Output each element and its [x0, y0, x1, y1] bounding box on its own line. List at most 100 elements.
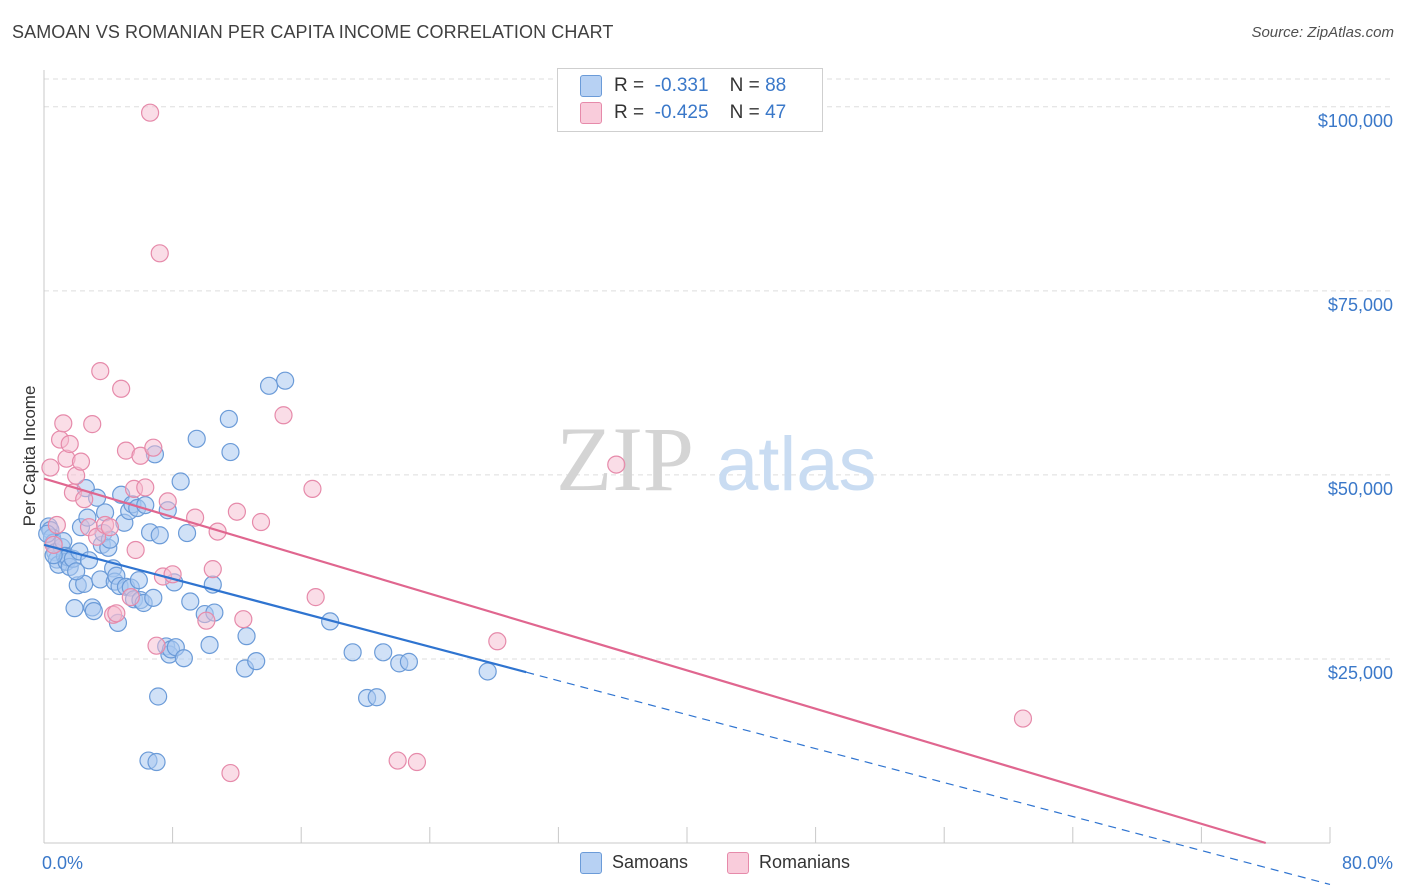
romanian-point — [234, 610, 253, 629]
samoan-point — [147, 752, 166, 772]
samoan-point — [150, 526, 169, 545]
romanian-point — [158, 492, 177, 511]
y-tick-label: $25,000 — [1328, 663, 1393, 683]
samoan-point — [221, 442, 240, 462]
legend-r-label: R = — [614, 102, 645, 124]
samoan-point — [478, 662, 497, 681]
samoan-point — [174, 649, 193, 668]
romanian-point — [221, 763, 240, 783]
samoan-point — [276, 371, 295, 390]
bottom-legend-label-samoans: Samoans — [612, 852, 689, 872]
romanian-point — [71, 452, 91, 471]
samoan-point — [84, 601, 103, 621]
romanian-point — [131, 446, 150, 465]
legend-swatch-romanians — [580, 102, 602, 124]
romanian-point — [203, 560, 222, 579]
romanians-trend-line — [43, 477, 1267, 845]
axes — [43, 70, 1331, 844]
legend-r-label: R = — [614, 75, 645, 97]
romanian-point — [274, 406, 293, 425]
chart-title: SAMOAN VS ROMANIAN PER CAPITA INCOME COR… — [12, 22, 614, 42]
samoan-point — [144, 588, 163, 607]
tick-labels: $25,000 $50,000 $75,000 $100,000 0.0% 80.0% — [42, 111, 1393, 873]
romanian-point — [197, 611, 216, 630]
trend-lines — [43, 477, 1331, 886]
romanian-point — [83, 415, 102, 434]
legend-row-samoans: R = -0.331 N = 88 — [580, 75, 786, 97]
y-axis-label: Per Capita Income — [20, 386, 39, 527]
romanian-point — [112, 379, 131, 398]
romanian-point — [488, 632, 507, 651]
samoan-point — [181, 592, 200, 611]
watermark-zip: ZIP — [556, 408, 694, 510]
legend-n-value: 47 — [765, 102, 787, 124]
romanian-point — [388, 751, 407, 770]
series-romanians — [41, 103, 1033, 783]
y-tick-label: $100,000 — [1318, 111, 1393, 131]
romanian-point — [306, 588, 325, 607]
legend-n-value: 88 — [765, 75, 787, 97]
samoan-point — [171, 472, 190, 491]
romanian-point — [1013, 709, 1033, 728]
samoan-point — [67, 562, 86, 581]
samoan-point — [200, 635, 219, 655]
romanian-point — [41, 458, 60, 477]
bottom-legend-swatch-samoans — [580, 852, 602, 875]
y-tick-label: $50,000 — [1328, 479, 1393, 499]
romanian-point — [47, 515, 66, 535]
samoan-point — [367, 688, 386, 707]
x-tick-label-max: 80.0% — [1342, 853, 1393, 873]
samoan-point — [149, 687, 168, 706]
correlation-legend: R = -0.331 N = 88 R = -0.425 N = 47 — [557, 68, 823, 132]
romanian-point — [54, 414, 73, 433]
samoan-point — [259, 376, 279, 395]
legend-n-label: N = — [729, 102, 760, 124]
romanian-point — [303, 479, 322, 498]
romanian-point — [150, 244, 169, 263]
romanian-point — [251, 512, 271, 532]
samoan-point — [187, 429, 206, 448]
samoans-trend-line — [43, 543, 527, 674]
romanian-point — [100, 518, 120, 537]
samoan-point — [237, 627, 256, 646]
bottom-legend-label-romanians: Romanians — [759, 852, 851, 872]
romanian-point — [144, 438, 163, 457]
bottom-legend-romanians: Romanians — [727, 852, 851, 875]
romanian-point — [91, 362, 110, 381]
samoan-point — [177, 523, 197, 543]
samoans-trend-extension — [526, 671, 1331, 886]
romanian-point — [147, 636, 166, 655]
romanian-point — [126, 540, 145, 560]
samoan-point — [129, 571, 148, 590]
y-tick-label: $75,000 — [1328, 295, 1393, 315]
samoan-point — [219, 409, 238, 429]
romanian-point — [407, 752, 427, 772]
legend-row-romanians: R = -0.425 N = 47 — [580, 102, 786, 124]
romanian-point — [60, 434, 79, 454]
gridlines — [44, 78, 1392, 660]
samoan-point — [343, 643, 362, 662]
source-label: Source: ZipAtlas.com — [1251, 24, 1394, 41]
romanian-point — [607, 455, 626, 474]
romanian-point — [208, 522, 227, 541]
bottom-legend-samoans: Samoans — [580, 852, 689, 875]
legend-swatch-samoans — [580, 75, 602, 97]
romanian-point — [227, 502, 246, 521]
romanian-point — [136, 478, 155, 497]
samoan-point — [374, 643, 393, 662]
romanian-point — [140, 103, 160, 122]
bottom-legend-swatch-romanians — [727, 852, 749, 875]
watermark: ZIP atlas — [556, 408, 877, 510]
samoan-point — [65, 599, 84, 618]
legend-r-value: -0.425 — [654, 102, 709, 124]
legend-r-value: -0.331 — [654, 75, 709, 97]
series-samoans — [38, 371, 497, 772]
watermark-atlas: atlas — [716, 422, 877, 507]
samoan-point — [247, 652, 266, 671]
samoan-point — [399, 652, 419, 671]
romanian-point — [107, 604, 126, 623]
romanian-point — [121, 588, 140, 607]
legend-n-label: N = — [729, 75, 760, 97]
x-tick-label-min: 0.0% — [42, 853, 83, 873]
